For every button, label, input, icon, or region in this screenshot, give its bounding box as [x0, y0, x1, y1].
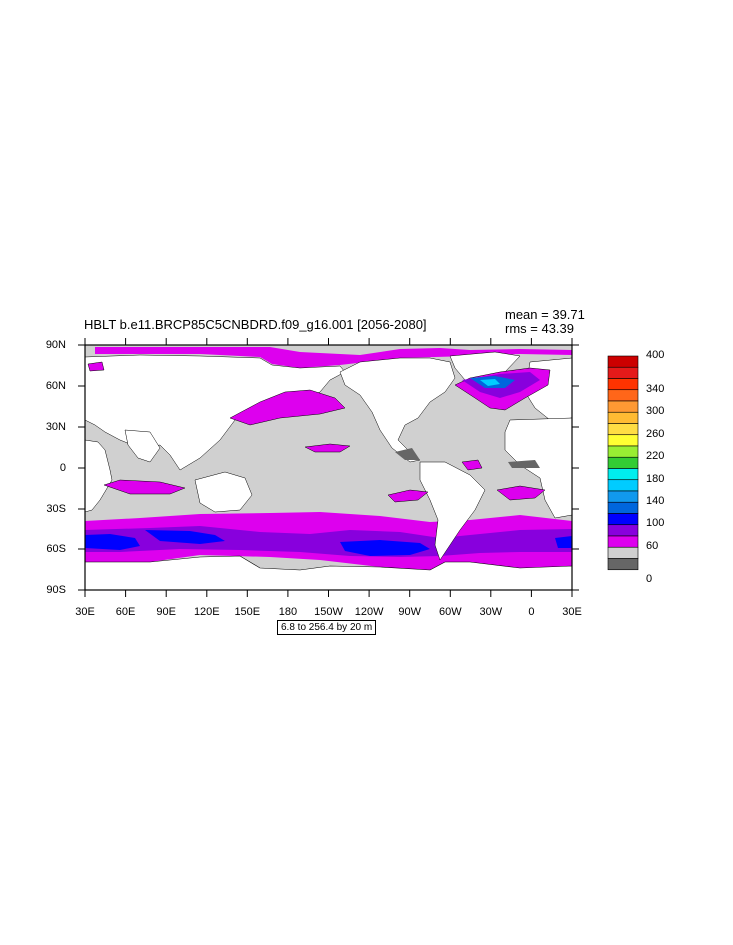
lon-label: 30E: [75, 606, 95, 618]
colorbar-swatch: [607, 445, 639, 458]
mediterranean-magenta: [87, 361, 105, 372]
lon-label: 60W: [438, 606, 462, 618]
colorbar-label: 60: [646, 540, 659, 552]
lon-label: 180: [278, 606, 298, 618]
colorbar-label: 300: [646, 405, 665, 417]
west-indian-magenta: [103, 479, 186, 495]
central-pacific-magenta: [304, 443, 351, 453]
southern-ocean-blue-east: [340, 540, 430, 556]
colorbar-swatch: [607, 558, 639, 571]
colorbar: [607, 355, 639, 571]
colorbar-swatch: [607, 378, 639, 391]
rms-value: rms = 43.39: [505, 321, 575, 336]
colorbar-swatch: [607, 513, 639, 526]
arctic-magenta: [95, 347, 572, 368]
lon-label: 30E: [562, 606, 582, 618]
africa-land: [84, 439, 113, 513]
colorbar-swatch: [607, 456, 639, 469]
colorbar-label: 180: [646, 473, 665, 485]
colorbar-swatch: [607, 501, 639, 514]
north-atlantic-cyan: [480, 379, 500, 386]
lat-label: 60N: [45, 380, 66, 392]
colorbar-swatch: [607, 490, 639, 503]
south-america-land: [419, 461, 486, 561]
lon-label: 150W: [314, 606, 343, 618]
lon-label: 120E: [193, 606, 220, 618]
lat-label: 60S: [46, 543, 66, 555]
lon-label: 90E: [156, 606, 176, 618]
southern-ocean-blue-atl: [555, 536, 572, 548]
lat-ticks: [78, 344, 579, 591]
lat-label: 0: [59, 462, 66, 474]
colorbar-swatch: [607, 366, 639, 379]
colorbar-swatch: [607, 535, 639, 548]
lon-label: 0: [528, 606, 535, 618]
lon-label: 150E: [234, 606, 261, 618]
australia-land: [194, 471, 253, 513]
lat-label: 90S: [46, 584, 66, 596]
lat-label: 90N: [45, 339, 66, 351]
southern-ocean-blue-mid: [145, 530, 225, 544]
lon-label: 60E: [115, 606, 136, 618]
low-mld-patch: [508, 460, 540, 468]
colorbar-swatch: [607, 546, 639, 559]
low-mld-patch: [395, 448, 420, 460]
southern-ocean-blue-west: [85, 534, 140, 550]
lon-ticks: [84, 338, 573, 597]
colorbar-swatch: [607, 423, 639, 436]
caribbean-magenta: [461, 459, 483, 471]
mean-value: mean = 39.71: [505, 307, 585, 322]
colorbar-label: 220: [646, 450, 665, 462]
south-atlantic-magenta: [496, 485, 546, 501]
contour-info-box: 6.8 to 256.4 by 20 m: [277, 620, 377, 635]
colorbar-swatch: [607, 411, 639, 424]
colorbar-label: 260: [646, 428, 665, 440]
colorbar-swatch: [607, 479, 639, 492]
colorbar-swatch: [607, 434, 639, 447]
colorbar-swatch: [607, 400, 639, 413]
colorbar-swatch: [607, 468, 639, 481]
colorbar-swatch: [607, 355, 639, 368]
colorbar-label: 340: [646, 383, 665, 395]
north-pacific-magenta: [229, 389, 346, 426]
colorbar-label: 400: [646, 349, 665, 361]
lat-label: 30S: [46, 503, 66, 515]
plot-title: HBLT b.e11.BRCP85C5CNBDRD.f09_g16.001 [2…: [84, 317, 427, 332]
north-america-land: [339, 357, 456, 463]
colorbar-swatch: [607, 389, 639, 402]
east-pacific-magenta: [387, 489, 429, 503]
colorbar-label: 100: [646, 517, 665, 529]
indian-arabia-land: [124, 429, 161, 463]
lat-label: 30N: [45, 421, 66, 433]
lon-label: 90W: [398, 606, 421, 618]
colorbar-swatch: [607, 524, 639, 537]
lon-label: 30W: [479, 606, 503, 618]
colorbar-label: 140: [646, 495, 665, 507]
lon-label: 120W: [354, 606, 384, 618]
colorbar-label: 0: [646, 573, 653, 585]
